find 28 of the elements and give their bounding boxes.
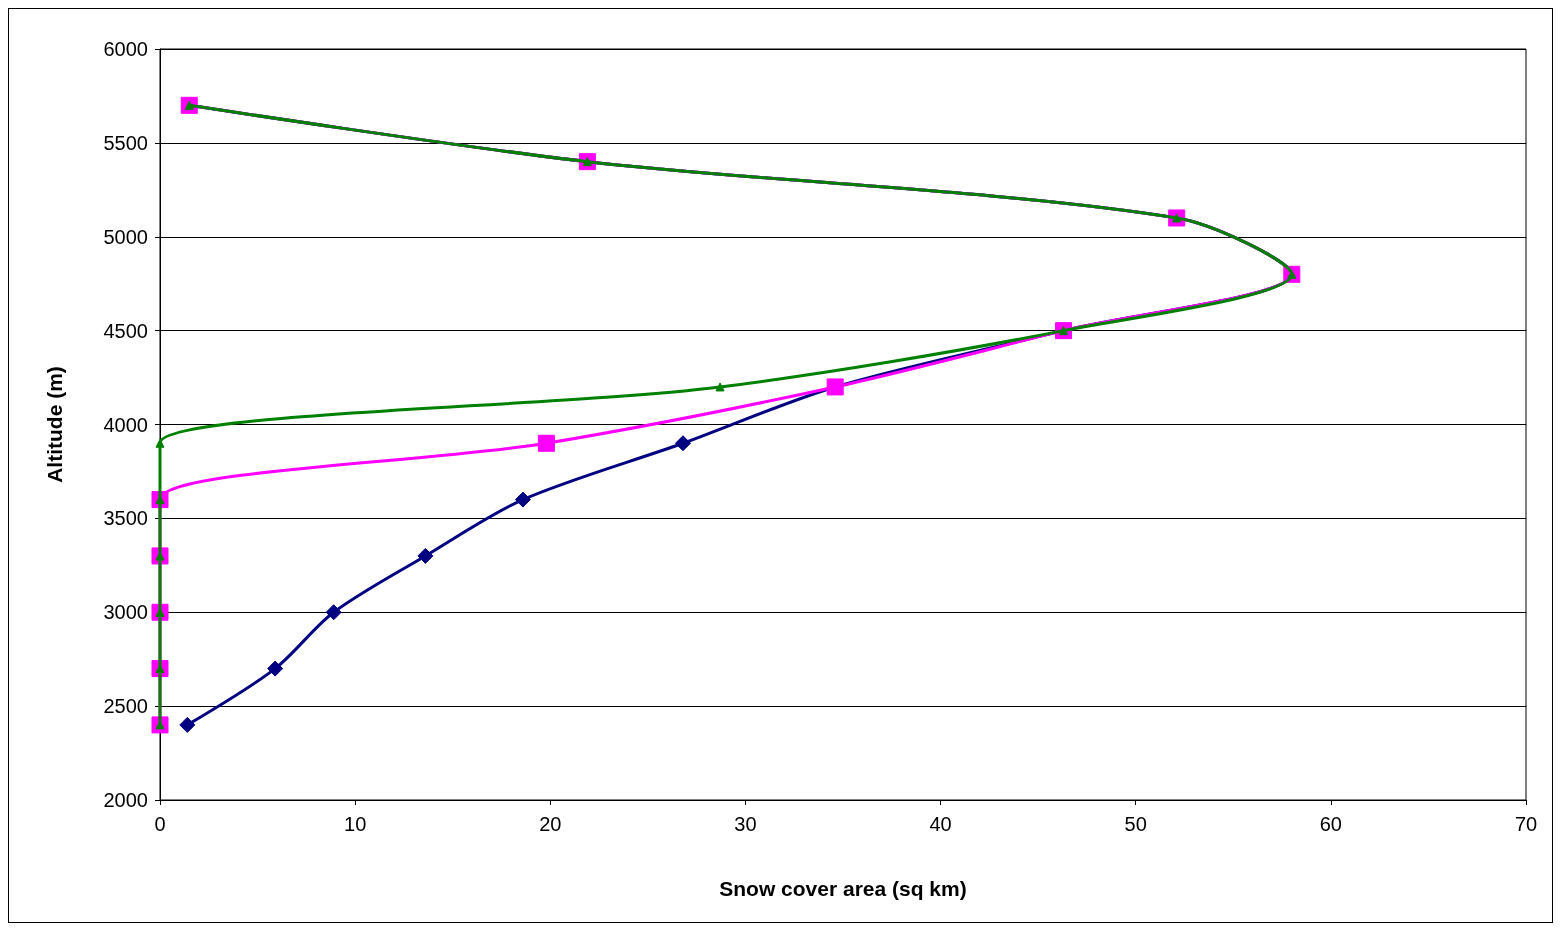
point xyxy=(674,435,691,452)
x-tick-label: 50 xyxy=(1124,813,1147,835)
point xyxy=(537,434,555,452)
y-tick-label: 5000 xyxy=(103,225,148,248)
point xyxy=(715,382,725,392)
point xyxy=(325,604,342,621)
x-tick-label: 30 xyxy=(734,813,757,835)
x-tick-label: 0 xyxy=(154,813,166,835)
point xyxy=(514,491,531,508)
y-tick-label: 2500 xyxy=(103,695,148,718)
point xyxy=(267,660,284,677)
y-tick-label: 6000 xyxy=(103,38,148,60)
y-tick-label: 3000 xyxy=(103,601,148,624)
y-tick-label: 5500 xyxy=(103,131,148,154)
x-tick-label: 20 xyxy=(539,813,562,835)
y-tick-label: 4500 xyxy=(103,319,148,342)
x-tick-label: 70 xyxy=(1514,813,1538,835)
point xyxy=(155,438,165,448)
point xyxy=(179,716,196,733)
y-axis-title: Altitude (m) xyxy=(43,366,66,483)
x-tick-label: 40 xyxy=(929,813,952,835)
x-tick-label: 10 xyxy=(344,813,367,835)
y-tick-label: 2000 xyxy=(103,789,148,811)
y-tick-label: 3500 xyxy=(103,507,148,530)
y-tick-label: 4000 xyxy=(103,413,148,436)
x-axis-title: Snow cover area (sq km) xyxy=(719,877,967,900)
x-tick-label: 60 xyxy=(1319,813,1342,835)
point xyxy=(417,547,434,564)
